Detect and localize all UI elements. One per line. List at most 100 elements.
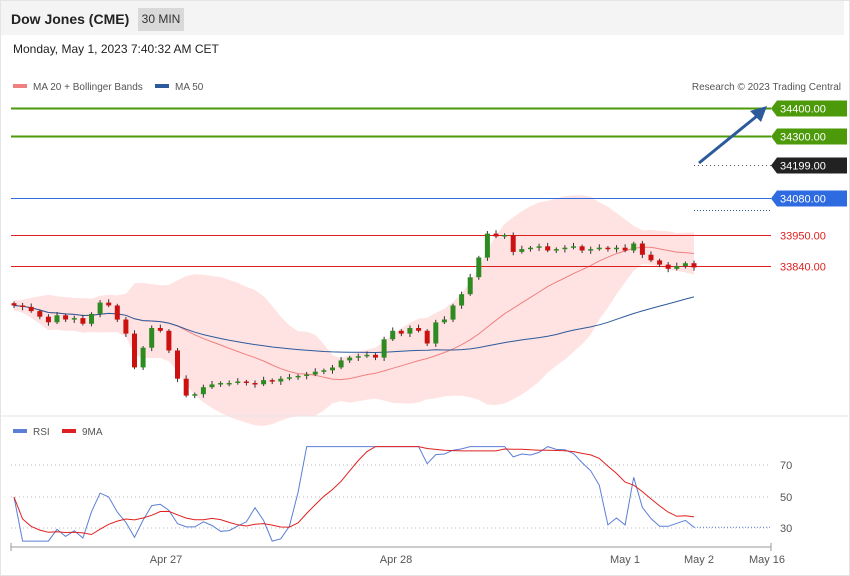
candle-body [433, 322, 439, 344]
x-tick-may16: May 16 [749, 554, 785, 566]
candle-body [622, 247, 628, 251]
candle-body [321, 370, 327, 372]
candle-body [373, 354, 378, 358]
candle-body [278, 378, 284, 382]
candle-body [398, 330, 404, 334]
candle-body [381, 339, 387, 358]
candle-body [11, 303, 17, 306]
candle-body [450, 305, 456, 320]
level-tag-bg-1 [771, 128, 847, 145]
candle-body [347, 357, 353, 361]
research-credit: Research © 2023 Trading Central [692, 82, 841, 93]
x-tick-may2: May 2 [684, 554, 714, 566]
candle-body [166, 330, 172, 351]
candle-body [588, 249, 594, 251]
candle-body [407, 328, 413, 334]
candle-body [510, 235, 516, 252]
candle-body [579, 246, 585, 251]
candle-body [364, 354, 370, 357]
rsi-line [13, 446, 695, 542]
candle-body [502, 235, 508, 237]
level-tag-2: 34199.00 [780, 161, 826, 173]
candle-body [355, 356, 361, 358]
candle-body [416, 328, 422, 331]
candle-body [54, 315, 60, 323]
candle-body [28, 306, 34, 312]
candle-body [235, 381, 241, 383]
candle-body [596, 247, 602, 250]
candle-body [304, 374, 310, 376]
moving-average-lines [13, 246, 695, 381]
rsi-lines [13, 446, 771, 542]
instrument-title: Dow Jones (CME) [11, 11, 130, 27]
ma20-legend-label: MA 20 + Bollinger Bands [33, 82, 143, 93]
rsi-ma9-line [13, 446, 695, 536]
candle-body [20, 305, 26, 307]
candle-body [149, 328, 155, 348]
candle-body [424, 330, 430, 344]
candle-body [106, 302, 112, 306]
candle-body [536, 246, 542, 248]
level-tag-bg-0 [771, 100, 847, 117]
candle-body [209, 384, 215, 388]
candle-body [571, 246, 576, 248]
candle-body [114, 305, 120, 320]
candle-body [200, 387, 206, 395]
candle-body [140, 347, 146, 368]
level-tag-3: 34080.00 [780, 194, 826, 206]
price-levels: 34400.00 34300.00 34199.00 34080.00 33950.00… [11, 100, 847, 274]
candle-body [682, 263, 688, 266]
ma9-legend-label: 9MA [82, 427, 103, 438]
ma50-legend-label: MA 50 [175, 82, 204, 93]
candle-body [674, 266, 680, 269]
candle-body [89, 313, 94, 324]
candle-body [243, 381, 249, 383]
candle-body [519, 249, 525, 252]
candle-body [80, 318, 86, 324]
candle-body [218, 383, 224, 385]
candle-body [441, 319, 447, 323]
level-tag-4: 33950.00 [780, 231, 826, 243]
rsi-tick-70: 70 [780, 460, 792, 472]
candle-body [286, 377, 292, 379]
candle-body [157, 328, 163, 331]
ma9-legend-swatch [62, 429, 76, 433]
candle-body [183, 378, 189, 396]
ma20-legend-swatch [13, 84, 27, 88]
candle-body [175, 350, 180, 379]
candle-body [330, 367, 335, 371]
timeframe-button[interactable]: 30 MIN [138, 8, 184, 31]
candle-body [553, 249, 559, 251]
candle-body [45, 316, 51, 323]
candle-body [605, 247, 611, 250]
candle-body [657, 260, 663, 265]
candle-body [226, 383, 232, 385]
candle-body [97, 302, 103, 314]
candle-body [459, 294, 465, 306]
timestamp: Monday, May 1, 2023 7:40:32 AM CET [13, 42, 219, 56]
candle-body [390, 330, 396, 340]
candle-body [338, 360, 344, 368]
projection-arrow [698, 106, 767, 165]
candle-body [295, 375, 301, 378]
x-tick-apr27: Apr 27 [150, 554, 182, 566]
x-tick-may1: May 1 [610, 554, 640, 566]
rsi-tick-50: 50 [780, 492, 792, 504]
candle-body [639, 243, 645, 255]
candle-body [123, 319, 129, 334]
candle-body [252, 383, 258, 385]
candlesticks [11, 230, 697, 399]
ma50-line [13, 296, 695, 354]
candle-body [562, 247, 568, 250]
rsi-legend-swatch [13, 429, 27, 433]
level-tag-5: 33840.00 [780, 262, 826, 274]
candle-body [269, 380, 275, 382]
level-tag-0: 34400.00 [780, 104, 826, 116]
bollinger-band-area [14, 195, 694, 426]
candle-body [648, 254, 654, 261]
candle-body [528, 247, 533, 250]
bollinger-band [14, 195, 694, 426]
candle-body [261, 380, 267, 385]
candle-body [545, 246, 551, 251]
